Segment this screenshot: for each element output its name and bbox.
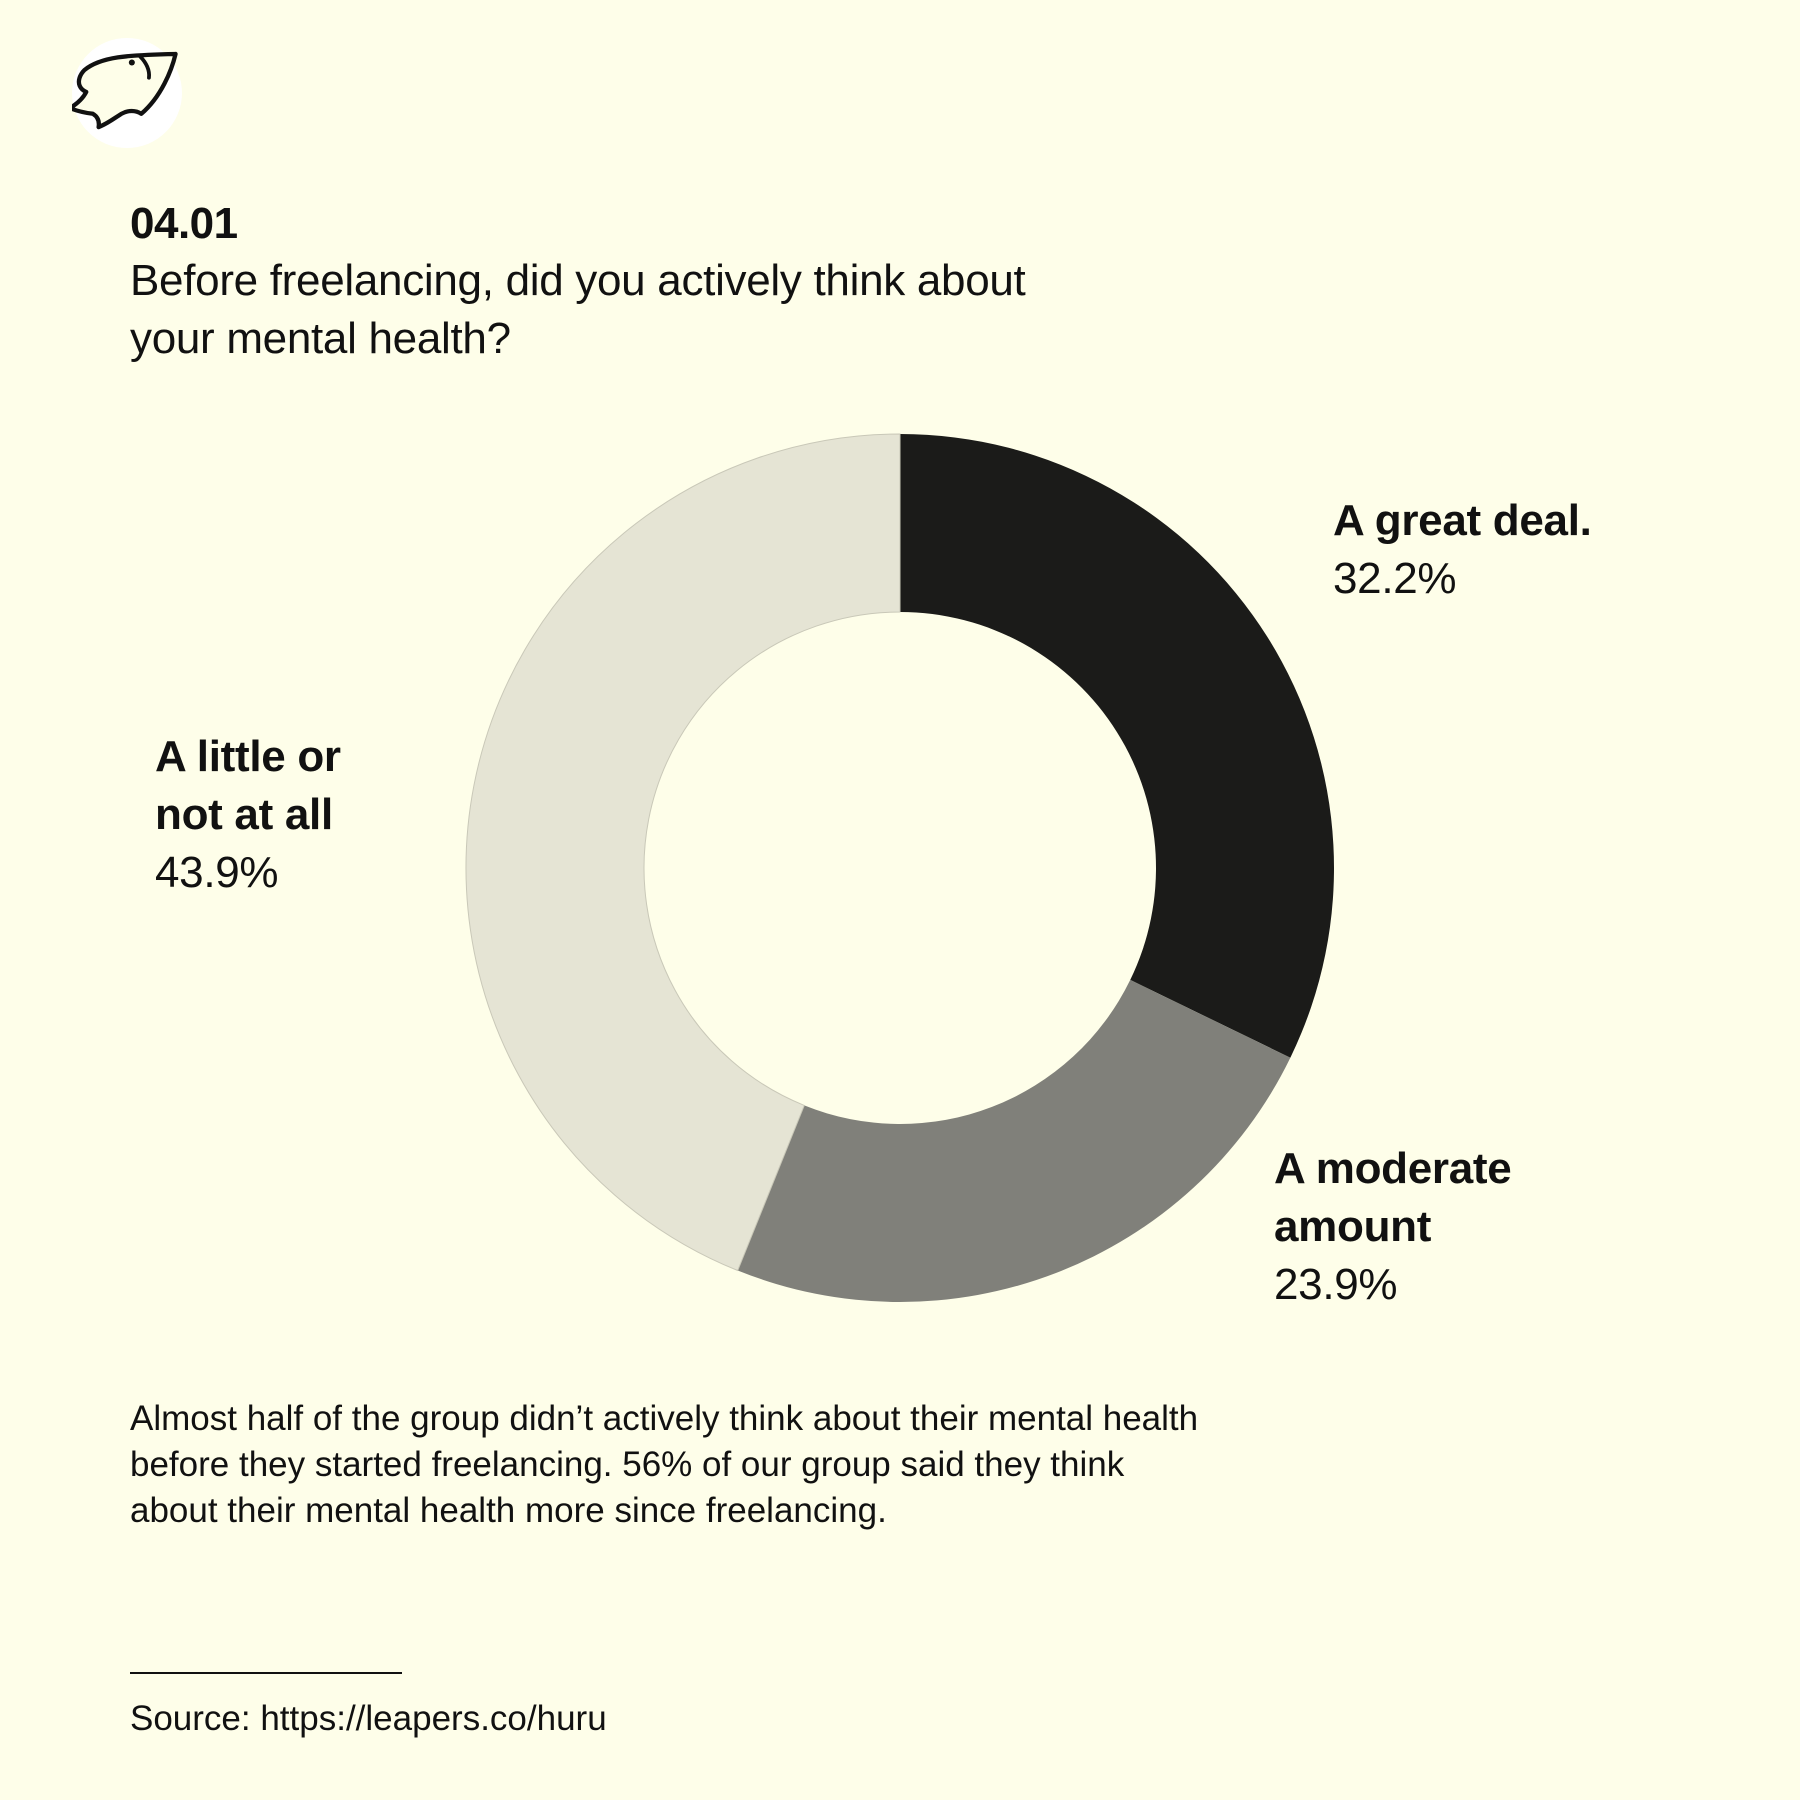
logo xyxy=(72,38,182,148)
fish-icon xyxy=(72,51,178,130)
slice-little xyxy=(465,433,901,1272)
slice-category-moderate: A moderate amount xyxy=(1274,1144,1512,1251)
question-text: Before freelancing, did you actively thi… xyxy=(130,256,1026,363)
slice-category-little: A little or not at all xyxy=(155,732,341,839)
slice-label-moderate: A moderate amount 23.9% xyxy=(1274,1140,1594,1314)
question-number: 04.01 xyxy=(130,199,238,248)
slice-great-deal xyxy=(900,434,1335,1058)
slice-category-great-deal: A great deal. xyxy=(1333,496,1592,545)
question-block: 04.01 Before freelancing, did you active… xyxy=(130,196,1090,368)
slice-value-great-deal: 32.2% xyxy=(1333,554,1457,603)
slice-value-little: 43.9% xyxy=(155,848,279,897)
description-text: Almost half of the group didn’t actively… xyxy=(130,1399,1199,1530)
slice-label-little: A little or not at all 43.9% xyxy=(155,728,395,902)
slice-label-great-deal: A great deal. 32.2% xyxy=(1333,492,1592,608)
divider xyxy=(130,1672,402,1674)
source-text: Source: https://leapers.co/huru xyxy=(130,1699,607,1738)
slice-moderate xyxy=(737,979,1291,1302)
slice-value-moderate: 23.9% xyxy=(1274,1260,1398,1309)
